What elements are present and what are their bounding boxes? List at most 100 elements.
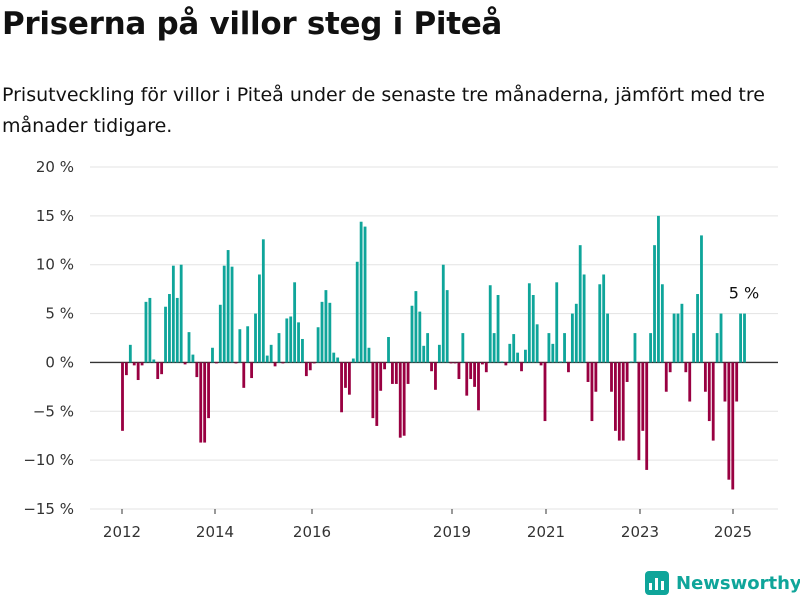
bar	[598, 284, 602, 363]
bar	[664, 362, 668, 392]
bar	[543, 362, 547, 422]
bar	[152, 359, 156, 363]
bar	[355, 261, 359, 363]
bar	[351, 358, 355, 363]
bar	[453, 362, 457, 364]
bar	[586, 362, 590, 382]
bar	[539, 362, 543, 366]
x-tick-label: 2021	[527, 523, 565, 541]
bar	[320, 301, 324, 363]
bar	[406, 362, 410, 384]
bar	[606, 313, 609, 363]
bar	[637, 362, 641, 461]
bar	[484, 362, 488, 373]
x-tick-label: 2012	[103, 523, 141, 541]
y-tick-label: −15 %	[23, 500, 74, 518]
page-subtitle: Prisutveckling för villor i Piteå under …	[2, 84, 765, 137]
bar	[148, 297, 152, 363]
x-axis-ticks: 2012 2014 2016 2019 2021 2023 2025	[103, 509, 752, 541]
bar	[191, 354, 195, 363]
bar	[230, 266, 234, 363]
y-axis-ticks: −15 % −10 % −5 % 0 % 5 % 10 % 15 % 20 %	[23, 158, 74, 518]
bar	[398, 362, 402, 438]
bar	[457, 362, 461, 380]
bar	[402, 362, 406, 436]
bar	[649, 333, 653, 363]
bar	[156, 362, 160, 380]
bar	[371, 362, 375, 419]
bar	[207, 362, 210, 419]
bar	[175, 297, 179, 363]
brand-name: Newsworthy	[676, 572, 800, 594]
y-tick-label: −5 %	[33, 402, 74, 420]
bar	[610, 362, 613, 392]
bar	[246, 326, 250, 363]
bar	[136, 362, 140, 381]
bar	[164, 306, 167, 363]
bar	[715, 333, 719, 363]
bar	[465, 362, 469, 396]
bar	[504, 362, 508, 366]
bar	[570, 313, 574, 363]
bar	[273, 362, 277, 367]
bar	[668, 362, 672, 373]
bar	[281, 362, 285, 364]
bar	[437, 344, 441, 363]
bar	[739, 313, 742, 363]
bar	[441, 264, 445, 363]
bar	[168, 294, 171, 363]
bar	[641, 362, 645, 431]
bar	[340, 362, 343, 413]
bar	[633, 333, 637, 363]
y-tick-label: −10 %	[23, 451, 74, 469]
bar	[594, 362, 598, 392]
bar	[500, 361, 504, 363]
bar	[645, 362, 649, 470]
bar	[218, 304, 222, 363]
bar	[140, 362, 144, 366]
bar	[414, 291, 418, 363]
bar	[269, 344, 273, 363]
bar	[684, 362, 688, 373]
bar	[418, 311, 422, 363]
bar	[258, 274, 261, 363]
x-tick-label: 2025	[714, 523, 752, 541]
bar	[492, 333, 496, 363]
bar	[277, 333, 281, 363]
bar	[391, 362, 394, 384]
bar	[430, 362, 433, 372]
bar	[703, 362, 707, 392]
bar	[359, 221, 363, 363]
bar	[629, 361, 633, 363]
bar	[574, 303, 578, 363]
bar	[711, 362, 715, 441]
x-tick-label: 2016	[293, 523, 331, 541]
bar	[735, 362, 739, 402]
bar	[520, 362, 523, 372]
bar	[183, 362, 187, 365]
bar-chart-logo-icon	[645, 571, 669, 595]
bar	[312, 362, 316, 364]
bar	[653, 245, 656, 363]
bar	[614, 362, 617, 431]
bar	[203, 362, 207, 443]
bar	[187, 332, 191, 363]
bar	[379, 362, 383, 391]
bar	[410, 305, 414, 363]
bar	[250, 362, 254, 379]
bar	[214, 362, 218, 364]
bar	[363, 226, 367, 363]
bar	[559, 361, 563, 363]
bar	[347, 362, 351, 395]
bar	[121, 362, 124, 431]
x-tick-label: 2014	[196, 523, 234, 541]
bar	[328, 302, 332, 363]
bar	[461, 333, 465, 363]
bar	[238, 329, 242, 363]
bar	[731, 362, 735, 490]
bar	[242, 362, 246, 388]
bar	[336, 357, 340, 363]
bar	[125, 362, 128, 376]
bar	[324, 290, 328, 363]
brand-logo: Newsworthy	[645, 568, 800, 598]
